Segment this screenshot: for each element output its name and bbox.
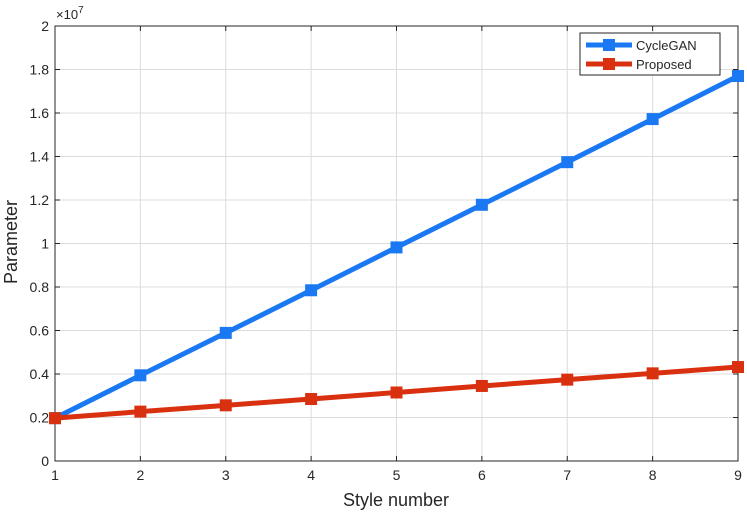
x-tick-label: 7: [563, 467, 571, 483]
x-tick-label: 3: [222, 467, 230, 483]
y-tick-label: 1.6: [30, 105, 50, 121]
y-tick-label: 1.8: [30, 62, 50, 78]
x-tick-label: 9: [734, 467, 742, 483]
y-axis-label: Parameter: [1, 200, 21, 284]
data-point-cyclegan: [475, 198, 488, 211]
y-tick-label: 0.4: [30, 366, 50, 382]
data-point-proposed: [49, 412, 61, 425]
grid-lines: [54, 25, 739, 462]
legend-marker-proposed: [603, 58, 615, 70]
legend-label-proposed: Proposed: [636, 57, 692, 72]
y-tick-label: 0.8: [30, 279, 50, 295]
y-tick-label: 0.2: [30, 410, 50, 426]
x-tick-label: 4: [307, 467, 315, 483]
legend-marker-cyclegan: [603, 39, 615, 51]
data-point-proposed: [475, 379, 488, 392]
legend-label-cyclegan: CycleGAN: [636, 38, 697, 53]
legend: CycleGAN Proposed: [579, 32, 721, 76]
data-point-proposed: [732, 361, 744, 374]
data-point-proposed: [219, 399, 232, 412]
data-point-cyclegan: [390, 241, 403, 254]
data-point-cyclegan: [732, 70, 744, 83]
x-tick-label: 2: [136, 467, 144, 483]
data-point-cyclegan: [219, 326, 232, 339]
x-tick-label: 1: [51, 467, 59, 483]
data-point-cyclegan: [561, 156, 574, 169]
x-tick-label: 6: [478, 467, 486, 483]
data-point-cyclegan: [305, 284, 318, 297]
y-tick-label: 0: [41, 453, 49, 469]
data-point-proposed: [305, 393, 318, 406]
y-exponent-label: ×107: [56, 5, 84, 22]
y-tick-label: 1.4: [30, 149, 50, 165]
y-tick-label: 2: [41, 18, 49, 34]
data-point-proposed: [646, 367, 659, 380]
x-tick-label: 8: [649, 467, 657, 483]
data-point-proposed: [134, 405, 147, 418]
data-point-cyclegan: [134, 369, 147, 382]
axis-ticks: 1 2 3 4 5 6 7 8 9 0 0.2 0.4 0.6 0.8 1 1.2 1.4 1.6 1.8 2: [30, 18, 743, 483]
data-point-proposed: [390, 386, 403, 399]
data-point-proposed: [561, 373, 574, 386]
data-point-cyclegan: [646, 113, 659, 126]
x-tick-label: 5: [393, 467, 401, 483]
series-group: [49, 70, 744, 425]
x-axis-label: Style number: [343, 490, 449, 510]
y-tick-label: 1: [41, 236, 49, 252]
y-tick-label: 1.2: [30, 192, 50, 208]
y-tick-label: 0.6: [30, 323, 50, 339]
